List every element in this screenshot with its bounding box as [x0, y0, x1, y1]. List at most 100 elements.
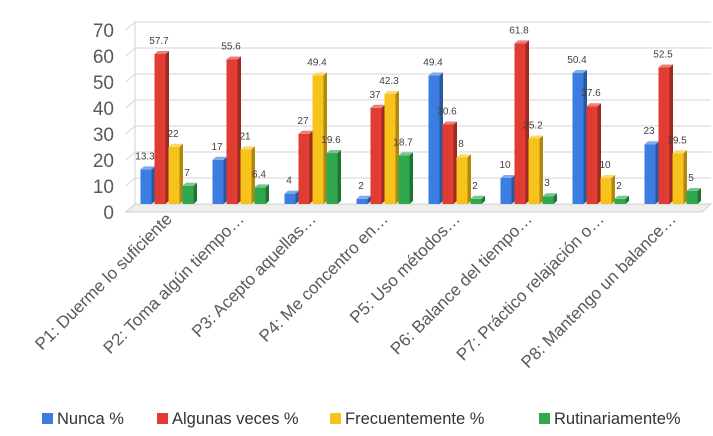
data-label: 55.6 [221, 41, 241, 52]
bar [154, 50, 169, 205]
bar-front [212, 159, 224, 204]
bar [182, 182, 197, 204]
bar-front [514, 43, 526, 204]
bar-side [597, 103, 601, 204]
bar [614, 195, 629, 204]
bar [254, 184, 269, 204]
bar [312, 72, 327, 204]
bar-front [370, 107, 382, 204]
bar-front [226, 59, 238, 204]
bar-side [381, 104, 385, 204]
bar-side [165, 50, 169, 205]
bar-front [528, 138, 540, 204]
bars [140, 40, 701, 205]
y-tick-label: 70 [93, 21, 114, 42]
x-tick-label: P1: Duerme lo suficiente [31, 209, 175, 353]
bar [686, 188, 701, 204]
legend-item-frecuentemente: Frecuentemente % [330, 410, 484, 429]
data-label: 21 [239, 131, 251, 142]
data-label: 23 [643, 126, 655, 137]
bar-top [240, 146, 255, 150]
bar-side [481, 195, 485, 204]
bar-front [470, 198, 482, 204]
x-tick-label: P3: Acepto aquellas… [188, 209, 320, 341]
bar-top [672, 150, 687, 154]
data-label: 52.5 [653, 50, 673, 61]
legend: Nunca % Algunas veces % Frecuentemente %… [0, 410, 713, 432]
data-label: 2 [358, 181, 364, 192]
bar-front [428, 75, 440, 204]
bar [528, 135, 543, 204]
bar-front [398, 155, 410, 204]
data-label: 30.6 [437, 106, 457, 117]
data-label: 19.6 [321, 135, 341, 146]
legend-swatch-algunas-veces [157, 413, 168, 424]
value-labels: 13.357.72271755.6216.442749.419.623742.3… [135, 25, 694, 191]
bar-front [254, 187, 266, 204]
legend-item-algunas-veces: Algunas veces % [157, 410, 299, 429]
gridline-60 [125, 47, 711, 57]
legend-label-frecuentemente: Frecuentemente % [345, 410, 485, 428]
legend-label-rutinariamente: Rutinariamente% [554, 410, 681, 428]
y-tick-label: 0 [103, 203, 114, 224]
bar-front [356, 198, 368, 204]
data-label: 17 [211, 142, 223, 153]
bar-top [140, 166, 155, 170]
chart-floor [124, 203, 713, 213]
x-tick-label: P8: Mantengo un balance… [517, 209, 679, 371]
bar-side [151, 166, 155, 204]
bar-top [658, 64, 673, 68]
bar [442, 121, 457, 204]
bar-side [511, 175, 515, 204]
gridline-70 [125, 21, 711, 31]
x-tick-label: P6: Balance del tiempo… [387, 209, 536, 358]
x-tick-label: P7: Práctico relajación o… [453, 209, 608, 364]
bar-top [470, 195, 485, 199]
bar-side [467, 154, 471, 204]
bar [140, 166, 155, 204]
bar-side [625, 195, 629, 204]
data-label: 57.7 [149, 36, 169, 47]
bar [572, 69, 587, 205]
x-tick-label: P2: Toma algún tiempo… [100, 209, 248, 357]
y-axis: 0 10 20 30 40 50 60 70 [93, 21, 114, 224]
y-tick-label: 10 [93, 177, 114, 198]
data-label: 2 [472, 181, 478, 192]
bar-top [442, 121, 457, 125]
legend-swatch-nunca [42, 413, 53, 424]
data-label: 8 [458, 139, 464, 150]
bar [658, 64, 673, 204]
y-tick-label: 20 [93, 151, 114, 172]
bar-side [179, 143, 183, 204]
bar-side [553, 193, 557, 204]
bar-top [356, 195, 371, 199]
y-tick-label: 50 [93, 73, 114, 94]
bar [428, 72, 443, 204]
data-label: 19.5 [667, 135, 687, 146]
bar-top [514, 40, 529, 44]
bar-front [140, 169, 152, 204]
bar-side [583, 69, 587, 205]
bar-front [284, 193, 296, 204]
bar-top [456, 154, 471, 158]
bar-side [295, 190, 299, 204]
bar-top [686, 188, 701, 191]
bar [398, 152, 413, 204]
bar-top [182, 182, 197, 186]
bar-side [539, 135, 543, 204]
bar-side [697, 188, 701, 204]
bar [240, 146, 255, 204]
bar-side [611, 175, 615, 204]
data-label: 49.4 [307, 58, 327, 69]
bar [644, 141, 659, 204]
bar-top [254, 184, 269, 188]
bar-top [586, 103, 601, 107]
bar-side [439, 72, 443, 204]
bar-side [525, 40, 529, 204]
data-label: 10 [599, 160, 611, 171]
bar-front [644, 144, 656, 204]
bar-top [312, 72, 327, 76]
bar-front [298, 133, 310, 204]
